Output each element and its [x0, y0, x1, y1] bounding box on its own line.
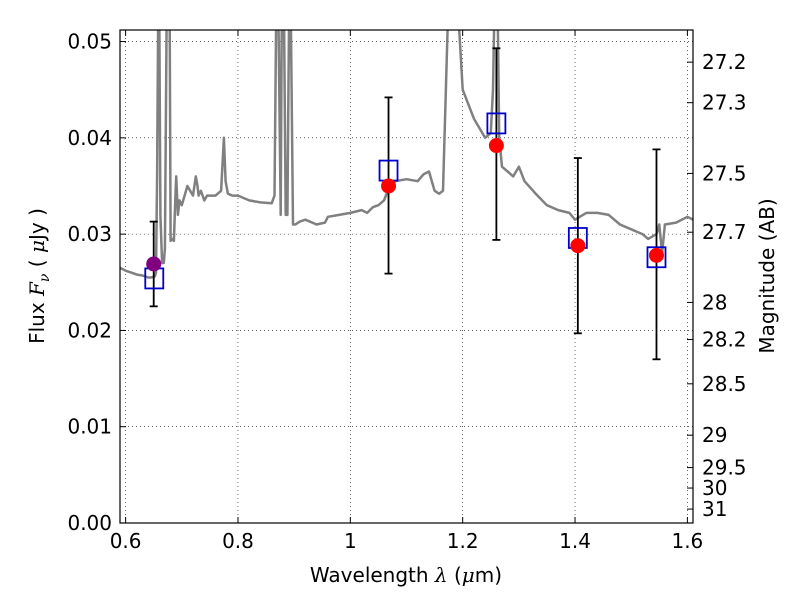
observed-point-1 — [381, 178, 397, 194]
mag-tick-label-2: 27.5 — [702, 161, 747, 185]
x-tick-label-3: 1.2 — [447, 529, 479, 553]
x-tick-label-4: 1.4 — [559, 529, 591, 553]
mag-tick-label-9: 30 — [702, 476, 727, 500]
observed-point-3 — [570, 238, 586, 254]
y-tick-label-2: 0.02 — [67, 318, 112, 342]
observed-point-0 — [146, 256, 162, 272]
y-tick-label-1: 0.01 — [67, 415, 112, 439]
mag-tick-label-10: 31 — [702, 497, 727, 521]
mag-tick-label-6: 28.5 — [702, 372, 747, 396]
mag-tick-label-7: 29 — [702, 423, 727, 447]
x-tick-label-5: 1.6 — [671, 529, 703, 553]
secondary-y-axis-label: Magnitude (AB) — [755, 198, 779, 353]
y-axis-label: Flux Fν ( μJy ) — [25, 208, 53, 344]
mag-tick-label-4: 28 — [702, 290, 727, 314]
plot-frame — [119, 29, 694, 524]
y-tick-label-4: 0.04 — [67, 126, 112, 150]
model-square-4 — [646, 246, 667, 269]
model-spectrum-line — [120, 30, 693, 279]
plot-area-background — [120, 30, 693, 523]
axis-ticks: 0.6 0.8 1 1.2 1.4 1.6 0.00 0.01 0.02 0.03 0.04 0.05… — [67, 30, 746, 553]
mag-tick-label-3: 27.7 — [702, 220, 747, 244]
x-tick-label-2: 1 — [344, 529, 357, 553]
y-tick-label-5: 0.05 — [67, 30, 112, 54]
x-tick-label-1: 0.8 — [222, 529, 254, 553]
x-tick-label-0: 0.6 — [110, 529, 142, 553]
mag-tick-label-5: 28.2 — [702, 328, 747, 352]
mag-tick-label-1: 27.3 — [702, 91, 747, 115]
y-tick-label-0: 0.00 — [67, 511, 112, 535]
observed-point-4 — [648, 247, 664, 263]
model-spectrum — [120, 30, 693, 279]
observed-point-2 — [488, 138, 504, 154]
model-square-2 — [486, 112, 507, 135]
mag-tick-label-0: 27.2 — [702, 50, 747, 74]
mag-tick-label-8: 29.5 — [702, 456, 747, 480]
y-tick-label-3: 0.03 — [67, 222, 112, 246]
observed-points — [146, 138, 664, 272]
x-axis-label: Wavelength λ (μm) — [310, 563, 502, 587]
